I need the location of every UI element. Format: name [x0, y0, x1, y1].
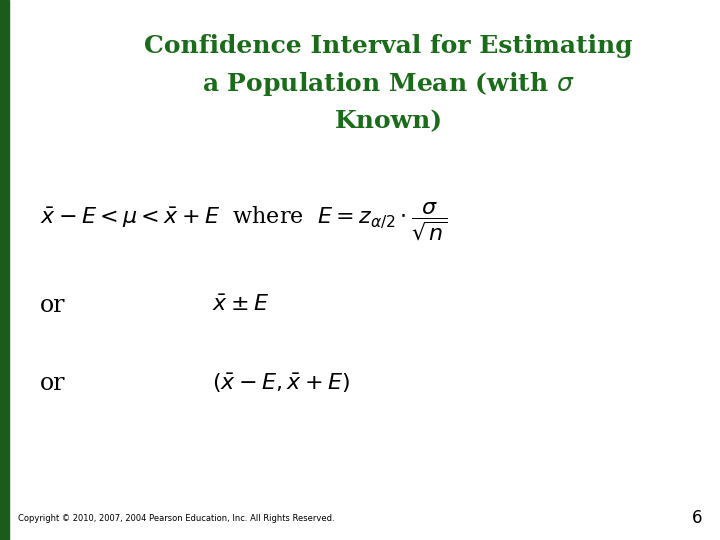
Text: Confidence Interval for Estimating: Confidence Interval for Estimating [145, 34, 633, 58]
Text: $\left(\bar{x}-E,\bar{x}+E\right)$: $\left(\bar{x}-E,\bar{x}+E\right)$ [212, 372, 351, 395]
Text: or: or [40, 372, 65, 395]
Text: or: or [40, 294, 65, 316]
Text: a Population Mean (with $\sigma$: a Population Mean (with $\sigma$ [202, 70, 575, 98]
Text: 6: 6 [691, 509, 702, 528]
Text: Copyright © 2010, 2007, 2004 Pearson Education, Inc. All Rights Reserved.: Copyright © 2010, 2007, 2004 Pearson Edu… [18, 514, 335, 523]
Bar [0, 0, 9, 540]
Text: Known): Known) [335, 110, 443, 133]
Text: $\bar{x}\pm E$: $\bar{x}\pm E$ [212, 294, 269, 316]
Text: $\bar{x}-E<\mu<\bar{x}+E$  where  $E=z_{\alpha/2}\cdot\dfrac{\sigma}{\sqrt{n}}$: $\bar{x}-E<\mu<\bar{x}+E$ where $E=z_{\a… [40, 200, 447, 242]
